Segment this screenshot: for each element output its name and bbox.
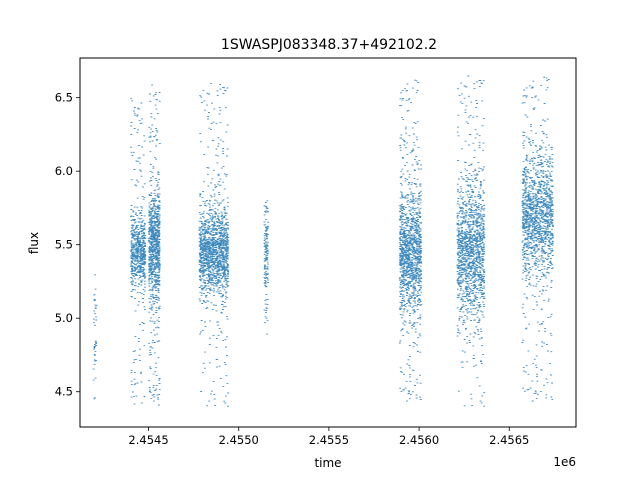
scatter-point-cloud bbox=[92, 75, 554, 407]
data-point bbox=[156, 251, 159, 253]
data-point bbox=[537, 221, 539, 224]
data-point bbox=[414, 251, 417, 253]
data-point bbox=[136, 251, 139, 253]
y-axis-label: flux bbox=[27, 232, 41, 254]
x-axis-ticks: 2.4545 2.4550 2.4555 2.4560 2.4565 bbox=[128, 427, 529, 447]
data-point bbox=[476, 258, 478, 261]
x-tick-label: 2.4555 bbox=[309, 433, 349, 447]
data-point bbox=[93, 346, 96, 349]
y-tick-label: 4.5 bbox=[55, 385, 73, 399]
y-tick-label: 5.0 bbox=[55, 311, 73, 325]
plot-frame bbox=[79, 57, 577, 428]
data-point bbox=[407, 258, 410, 261]
y-tick-label: 6.0 bbox=[55, 164, 73, 178]
x-axis-offset-label: 1e6 bbox=[553, 455, 576, 469]
x-axis-label: time bbox=[314, 456, 341, 470]
data-point bbox=[205, 258, 208, 261]
chart-title: 1SWASPJ083348.37+492102.2 bbox=[221, 37, 437, 53]
data-point bbox=[153, 236, 155, 239]
data-point bbox=[212, 243, 215, 246]
data-point bbox=[526, 214, 529, 217]
data-point bbox=[223, 258, 226, 261]
y-axis-ticks: 4.5 5.0 5.5 6.0 6.5 bbox=[55, 91, 80, 399]
data-point bbox=[219, 243, 222, 246]
data-point bbox=[548, 207, 550, 209]
data-point bbox=[265, 251, 267, 253]
y-tick-label: 5.5 bbox=[55, 238, 73, 252]
x-tick-label: 2.4545 bbox=[128, 433, 168, 447]
data-point bbox=[155, 229, 157, 231]
data-point bbox=[461, 251, 464, 253]
data-point bbox=[531, 207, 534, 209]
x-tick-label: 2.4560 bbox=[399, 433, 439, 447]
data-point bbox=[216, 251, 218, 253]
y-tick-label: 6.5 bbox=[55, 91, 73, 105]
x-tick-label: 2.4550 bbox=[219, 433, 259, 447]
data-point bbox=[467, 243, 469, 246]
data-point bbox=[151, 273, 153, 275]
data-point bbox=[138, 243, 141, 246]
data-point bbox=[479, 236, 482, 239]
data-point bbox=[411, 243, 413, 246]
x-tick-label: 2.4565 bbox=[489, 433, 529, 447]
data-point bbox=[544, 214, 547, 217]
data-points bbox=[92, 75, 554, 407]
